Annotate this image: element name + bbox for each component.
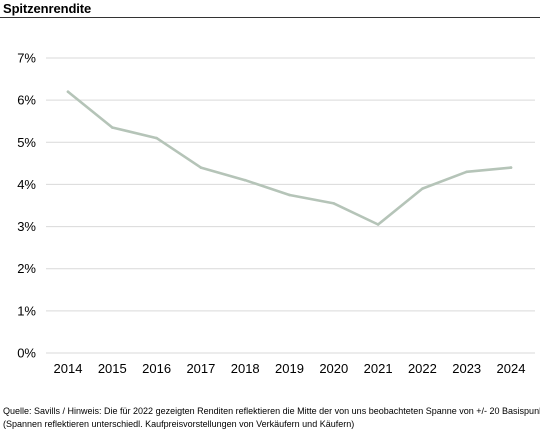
- x-tick-label: 2017: [186, 361, 215, 376]
- data-point: [509, 166, 513, 169]
- series-layer: [66, 90, 513, 226]
- y-tick-label: 7%: [17, 51, 36, 66]
- x-tick-label: 2015: [98, 361, 127, 376]
- data-point: [288, 193, 291, 197]
- y-tick-label: 4%: [17, 177, 36, 192]
- x-tick-label: 2023: [452, 361, 481, 376]
- data-point: [111, 126, 114, 129]
- y-tick-label: 1%: [17, 303, 36, 318]
- data-point: [332, 202, 336, 205]
- x-tick-label: 2020: [319, 361, 348, 376]
- title-divider: [0, 17, 540, 18]
- data-point: [421, 187, 424, 190]
- data-point: [243, 178, 247, 182]
- chart-title: Spitzenrendite: [3, 1, 92, 16]
- data-point: [66, 90, 70, 94]
- x-tick-label: 2021: [364, 361, 393, 376]
- source-note-line-1: Quelle: Savills / Hinweis: Die für 2022 …: [3, 406, 540, 416]
- data-point: [155, 136, 158, 140]
- data-point: [199, 166, 203, 169]
- data-point: [376, 223, 380, 226]
- x-tick-label: 2014: [54, 361, 83, 376]
- x-tick-label: 2019: [275, 361, 304, 376]
- series-line: [66, 90, 513, 226]
- y-axis-tick-labels: 0% 1% 2% 3% 4% 5% 6% 7%: [17, 51, 36, 361]
- x-axis-tick-labels: 2014 2015 2016 2017 2018 2019 2020 2021 2022 2023…: [54, 361, 526, 376]
- x-tick-label: 2022: [408, 361, 437, 376]
- line-chart: 0%1%2%3%4%5%6%7% 2014 2015 2016 2017 2018 201…: [17, 51, 535, 376]
- x-tick-label: 2016: [142, 361, 171, 376]
- y-tick-label: 6%: [17, 93, 36, 108]
- x-tick-label: 2024: [497, 361, 526, 376]
- y-tick-label: 5%: [17, 135, 36, 150]
- x-tick-label: 2018: [231, 361, 260, 376]
- source-note-line-2: (Spannen reflektieren unterschiedl. Kauf…: [3, 419, 355, 429]
- data-point: [465, 170, 469, 174]
- gridlines: [46, 57, 535, 354]
- y-tick-label: 0%: [17, 346, 36, 361]
- y-tick-label: 2%: [17, 261, 36, 276]
- y-tick-label: 3%: [17, 219, 36, 234]
- source-note: Quelle: Savills / Hinweis: Die für 2022 …: [3, 405, 540, 431]
